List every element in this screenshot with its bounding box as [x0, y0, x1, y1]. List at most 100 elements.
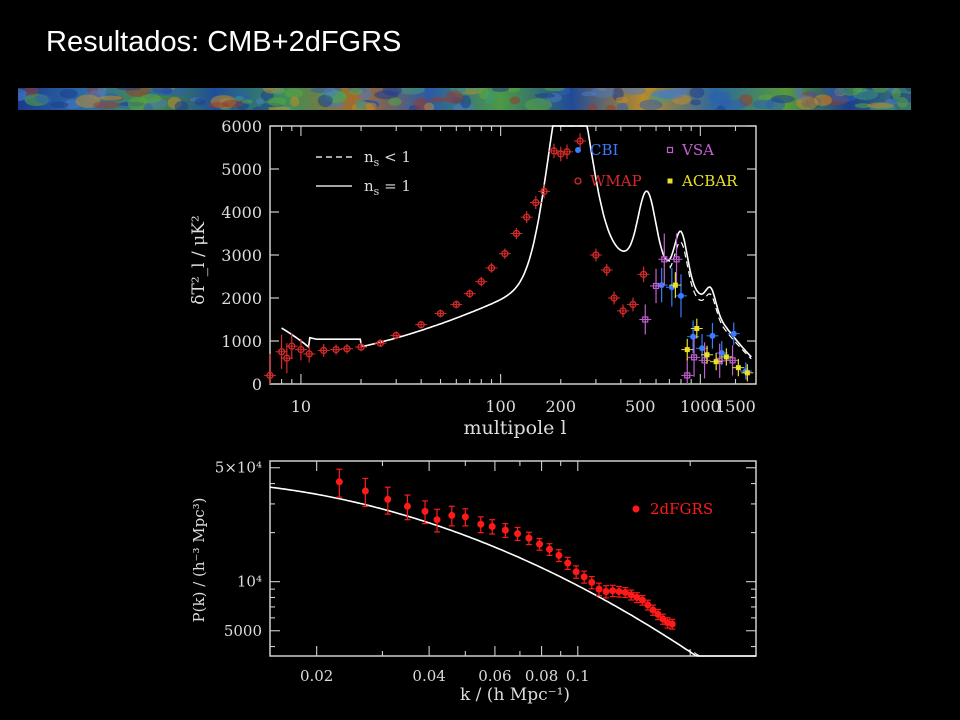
cmb-point-acbar: [723, 354, 729, 360]
cmb-point-wmap: [305, 350, 313, 358]
pk-point-2dfgrs: [580, 573, 588, 581]
legend-label-2dfgrs: 2dFGRS: [650, 500, 713, 518]
pk-point-2dfgrs: [649, 606, 657, 614]
cmb-ytick-label: 3000: [221, 246, 262, 265]
legend-label-acbar: ACBAR: [681, 172, 738, 190]
pk-point-2dfgrs: [638, 596, 646, 604]
cmb-point-wmap: [619, 307, 627, 315]
cmb-point-acbar: [713, 359, 719, 365]
model-legend-dashed: ns < 1: [364, 148, 411, 169]
cmb-point-vsa: [652, 282, 660, 290]
cmb-chart: 0 1000 2000 3000 4000 5000 6000 10 100 200 500 100…: [189, 117, 757, 439]
cmb-point-cbi: [699, 345, 706, 352]
cmb-point-wmap: [610, 294, 618, 302]
pk-point-2dfgrs: [488, 523, 496, 531]
cmb-xtick-label: 1500: [715, 397, 756, 416]
cmb-ytick-label: 4000: [221, 203, 262, 222]
cmb-sky-map-strip: [18, 88, 911, 110]
pk-point-2dfgrs: [536, 540, 544, 548]
pk-point-2dfgrs: [644, 601, 652, 609]
pk-point-2dfgrs: [615, 588, 623, 596]
slide-title: Resultados: CMB+2dFGRS: [46, 26, 402, 58]
pk-x-axis-label: k / (h Mpc⁻¹): [460, 685, 570, 705]
pk-point-2dfgrs: [627, 591, 635, 599]
cmb-ytick-label: 1000: [221, 332, 262, 351]
pk-point-2dfgrs: [654, 610, 662, 618]
pk-point-2dfgrs: [602, 588, 610, 596]
pk-point-2dfgrs: [588, 578, 596, 586]
pk-point-2dfgrs: [633, 593, 641, 601]
pk-point-2dfgrs: [609, 587, 617, 595]
pk-point-2dfgrs: [564, 559, 572, 567]
pk-point-2dfgrs: [525, 534, 533, 542]
pk-plot-frame: [269, 460, 757, 657]
cmb-point-wmap: [283, 354, 291, 362]
pk-xtick-label: 0.1: [566, 667, 590, 685]
cmb-ytick-label: 0: [252, 375, 262, 394]
pk-model-dashed-line: [269, 486, 756, 657]
cmb-point-wmap: [392, 331, 400, 340]
pk-point-2dfgrs: [335, 478, 343, 486]
pk-ytick-label: 5000: [224, 622, 262, 640]
cmb-point-acbar: [694, 326, 700, 332]
pk-point-2dfgrs: [461, 513, 469, 521]
legend-label-wmap: WMAP: [590, 172, 642, 190]
pk-point-2dfgrs: [668, 620, 676, 628]
pk-point-2dfgrs: [421, 507, 429, 515]
cmb-point-cbi: [730, 330, 737, 337]
legend-label-cbi: CBI: [590, 141, 619, 159]
pk-point-2dfgrs: [403, 502, 411, 510]
cmb-point-wmap: [487, 264, 496, 272]
pk-xtick-label: 0.02: [300, 667, 333, 685]
cmb-point-cbi: [709, 332, 716, 339]
cmb-point-acbar: [684, 347, 690, 353]
pk-xtick-label: 0.08: [525, 667, 558, 685]
cmb-point-vsa: [729, 357, 736, 364]
pk-point-2dfgrs: [621, 588, 629, 596]
pk-point-2dfgrs: [514, 530, 522, 538]
cmb-point-vsa: [642, 316, 649, 323]
legend-marker-cbi: [575, 147, 581, 153]
cmb-xtick-label: 1000: [680, 397, 721, 416]
cmb-plot-frame: [269, 125, 757, 385]
pk-point-2dfgrs: [384, 495, 392, 503]
cmb-point-wmap: [288, 342, 296, 350]
cmb-point-wmap: [266, 371, 274, 380]
cmb-point-wmap: [540, 187, 548, 196]
pk-point-2dfgrs: [477, 520, 485, 528]
cmb-point-wmap: [550, 147, 558, 155]
pk-chart: 5000 10⁴ 5×10⁴ 0.02 0.04 0.06 0.08 0.1 P(k) / …: [190, 459, 757, 705]
cmb-point-cbi: [690, 333, 697, 340]
cmb-y-axis-label: δT²_l / μK²: [189, 215, 209, 304]
pk-point-2dfgrs: [545, 545, 553, 553]
cmb-point-wmap: [629, 300, 637, 309]
legend-marker-wmap: [574, 177, 582, 185]
cmb-point-acbar: [672, 282, 678, 288]
cmb-point-wmap: [523, 213, 531, 221]
cmb-point-wmap: [452, 300, 460, 309]
cmb-ytick-label: 6000: [221, 117, 262, 136]
pk-xtick-label: 0.04: [412, 667, 445, 685]
cmb-point-wmap: [639, 270, 648, 279]
cmb-point-wmap: [343, 345, 351, 353]
cmb-point-cbi: [677, 292, 684, 299]
pk-series-legend: 2dFGRS: [632, 500, 713, 518]
pk-y-axis-label: P(k) / (h⁻³ Mpc³): [190, 498, 208, 623]
cmb-point-acbar: [735, 365, 741, 371]
pk-point-2dfgrs: [433, 516, 441, 524]
cmb-point-wmap: [436, 309, 445, 318]
cmb-ytick-label: 5000: [221, 160, 262, 179]
cmb-series-legend: CBI WMAP VSA ACBAR: [574, 141, 738, 190]
pk-point-2dfgrs: [555, 551, 563, 559]
cmb-point-wmap: [563, 148, 571, 156]
pk-point-2dfgrs: [595, 585, 603, 593]
cmb-xtick-label: 200: [545, 397, 576, 416]
cmb-model-dashed-line: [281, 125, 752, 360]
cmb-point-wmap: [357, 343, 365, 351]
pk-point-2dfgrs: [501, 526, 509, 534]
cmb-point-wmap: [501, 250, 509, 258]
cmb-point-acbar: [744, 370, 750, 376]
cmb-point-wmap: [512, 229, 521, 238]
cmb-point-wmap: [332, 345, 340, 354]
